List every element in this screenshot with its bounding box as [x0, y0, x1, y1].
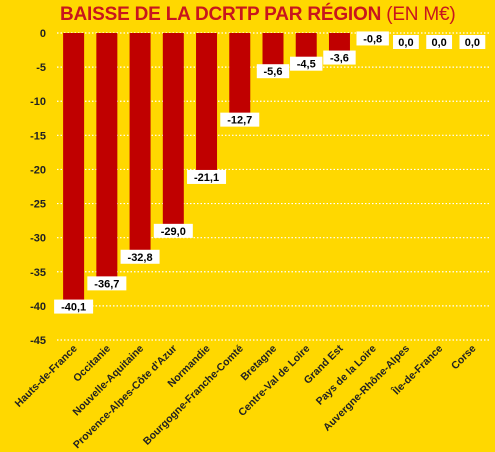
data-label: -21,1: [194, 172, 219, 184]
data-label: -32,8: [128, 252, 153, 264]
data-label: -4,5: [297, 59, 316, 71]
data-label: -0,8: [363, 33, 382, 45]
y-tick-label: -40: [30, 301, 46, 313]
data-label: -12,7: [227, 115, 252, 127]
bar: [129, 33, 151, 257]
data-label-box: [256, 64, 290, 79]
y-tick-label: -15: [30, 130, 46, 142]
y-tick-label: -30: [30, 233, 46, 245]
y-tick-label: -25: [30, 199, 46, 211]
data-label-box: [54, 299, 94, 314]
data-label-box: [120, 249, 160, 264]
bar: [295, 33, 317, 64]
bar: [229, 33, 251, 120]
data-label: -5,6: [264, 66, 283, 78]
data-label-box: [187, 169, 227, 184]
bar: [63, 33, 85, 307]
data-label-box: [426, 35, 453, 49]
chart-title: BAISSE DE LA DCRTP PAR RÉGION (EN M€): [60, 4, 490, 26]
data-label-box: [220, 112, 260, 127]
y-tick-label: -35: [30, 267, 46, 279]
data-label: 0,0: [432, 37, 447, 49]
bar: [262, 33, 284, 72]
y-tick-label: -5: [36, 62, 46, 74]
data-label: 0,0: [465, 37, 480, 49]
data-label: 0,0: [398, 37, 413, 49]
data-label-box: [290, 56, 323, 71]
data-label: -36,7: [94, 278, 119, 290]
chart-title-text: BAISSE DE LA DCRTP PAR RÉGION: [60, 4, 382, 25]
data-label: -3,6: [330, 53, 349, 65]
data-label-box: [356, 31, 389, 46]
bar: [196, 33, 218, 177]
data-label-box: [87, 276, 127, 291]
data-label: -29,0: [161, 226, 186, 238]
data-label-box: [459, 35, 486, 49]
chart-title-unit: (EN M€): [386, 4, 456, 25]
y-tick-label: -10: [30, 96, 46, 108]
data-label-box: [393, 35, 419, 49]
bar: [96, 33, 118, 284]
bar: [162, 33, 184, 231]
x-tick-label: Corse: [449, 343, 479, 373]
data-label-box: [153, 223, 193, 238]
x-tick-label: Pays de la Loire: [314, 343, 379, 408]
data-label: -40,1: [61, 302, 86, 314]
y-tick-label: 0: [40, 28, 46, 40]
y-tick-label: -20: [30, 164, 46, 176]
data-label-box: [323, 50, 356, 65]
y-tick-label: -45: [30, 335, 46, 347]
